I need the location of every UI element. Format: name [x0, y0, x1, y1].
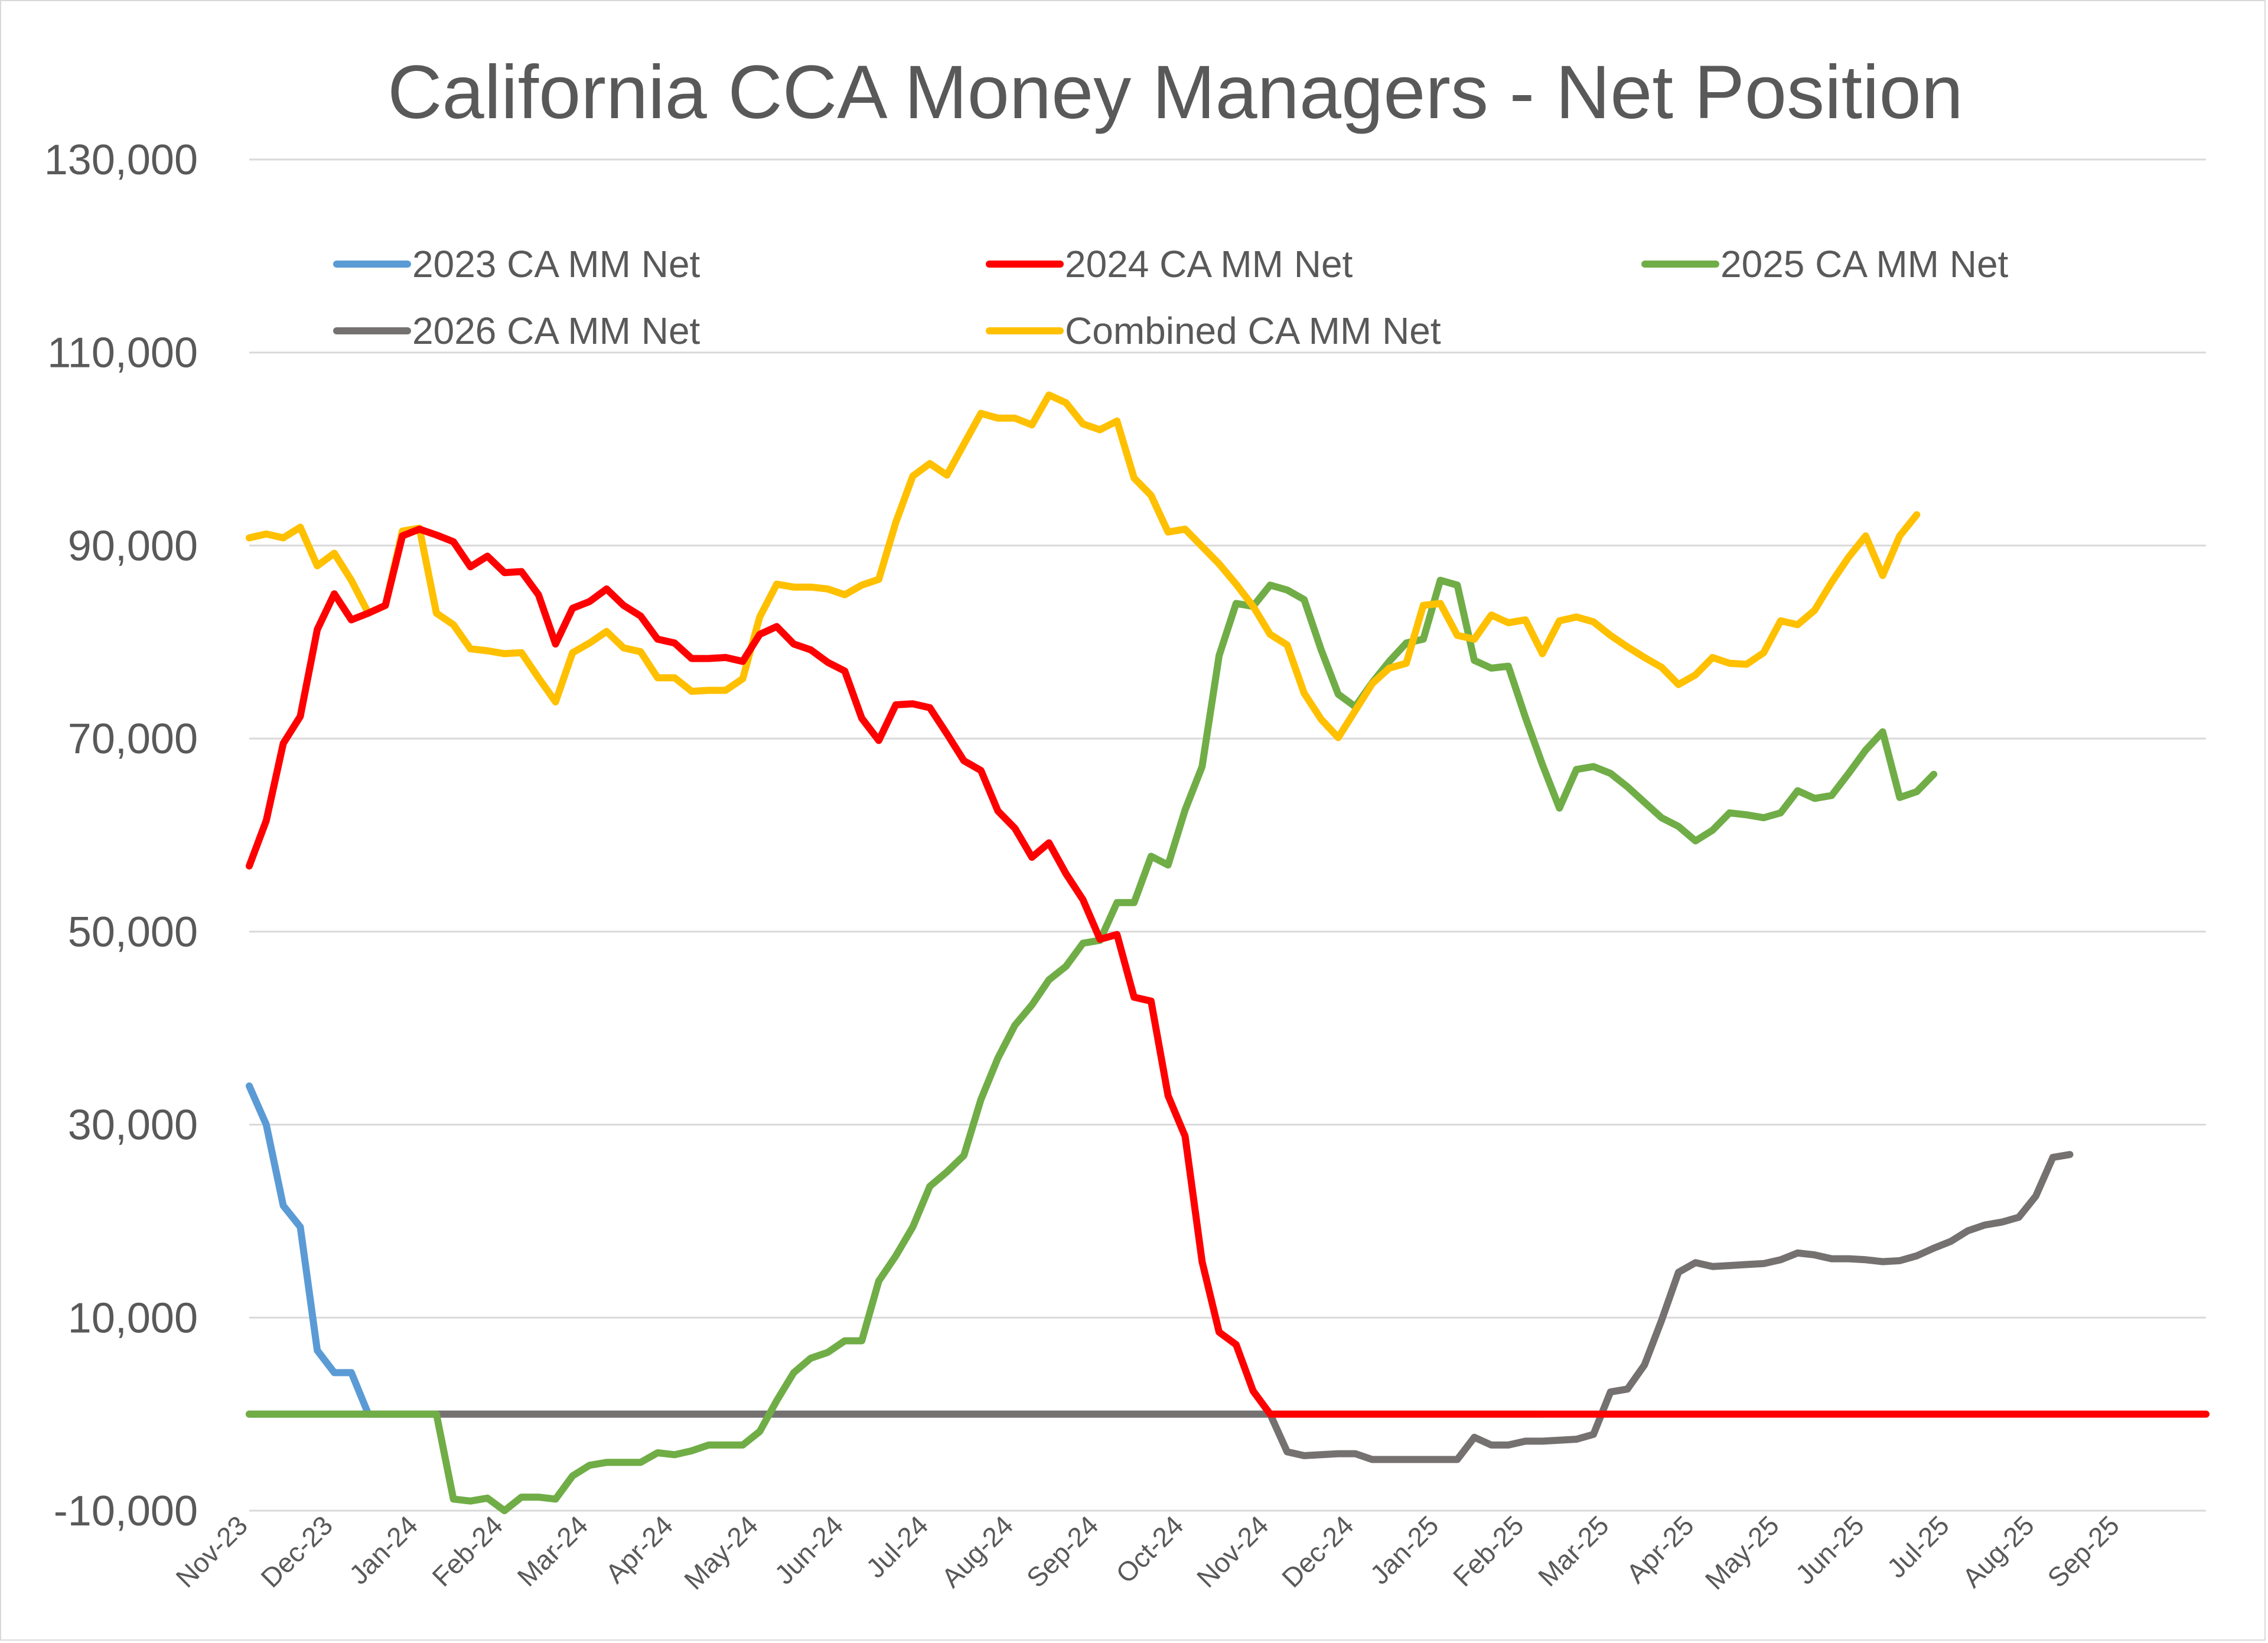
y-tick-label: 110,000	[47, 330, 198, 377]
y-axis-tick-labels: -10,000 10,000 30,000 50,000 70,000 90,000 110…	[44, 136, 198, 1535]
series-line-combined-ca-mm-net	[246, 391, 1921, 741]
x-tick-label: Sep-24	[1021, 1509, 1104, 1593]
y-tick-label: 90,000	[68, 522, 198, 570]
x-tick-label: Dec-24	[1276, 1509, 1360, 1593]
x-tick-label: Mar-25	[1532, 1509, 1615, 1592]
x-tick-label: Jan-24	[343, 1509, 423, 1590]
x-tick-label: Nov-24	[1191, 1509, 1275, 1593]
x-tick-label: Aug-24	[936, 1509, 1019, 1593]
x-tick-label: Feb-24	[426, 1509, 509, 1592]
x-tick-label: Oct-24	[1110, 1509, 1189, 1589]
legend-label: 2026 CA MM Net	[412, 310, 700, 352]
series-line-2024-ca-mm-net	[246, 525, 2210, 1418]
y-tick-label: 30,000	[68, 1102, 198, 1149]
x-tick-label: Apr-24	[599, 1509, 679, 1589]
y-tick-label: 70,000	[68, 715, 198, 763]
legend-label: 2023 CA MM Net	[412, 243, 700, 285]
x-tick-label: Jul-24	[860, 1509, 934, 1583]
legend-label: 2025 CA MM Net	[1720, 243, 2009, 285]
x-tick-label: Aug-25	[1956, 1509, 2040, 1593]
gridlines	[249, 158, 2206, 1512]
x-tick-label: Sep-25	[2041, 1509, 2125, 1593]
series-line-2023-ca-mm-net	[246, 1082, 1546, 1418]
y-tick-label: -10,000	[54, 1488, 198, 1535]
x-tick-label: Jun-24	[768, 1509, 849, 1590]
chart-title: California CCA Money Managers - Net Posi…	[387, 50, 1963, 135]
series-line-2026-ca-mm-net	[246, 1151, 2074, 1463]
x-tick-label: Feb-25	[1447, 1509, 1530, 1592]
series-line-2025-ca-mm-net	[246, 577, 1938, 1514]
series-lines	[246, 391, 2210, 1514]
x-tick-label: May-25	[1699, 1509, 1785, 1595]
y-tick-label: 130,000	[44, 136, 198, 184]
x-tick-label: Jan-25	[1364, 1509, 1444, 1590]
x-tick-label: Mar-24	[511, 1509, 594, 1592]
x-tick-label: May-24	[678, 1509, 764, 1595]
legend: 2023 CA MM Net 2024 CA MM Net 2025 CA MM N…	[333, 243, 2009, 352]
y-tick-label: 10,000	[68, 1294, 198, 1342]
legend-label: Combined CA MM Net	[1065, 310, 1441, 352]
x-tick-label: Jul-25	[1881, 1509, 1955, 1583]
x-tick-label: Dec-23	[255, 1509, 338, 1593]
y-tick-label: 50,000	[68, 909, 198, 956]
x-tick-label: Apr-25	[1620, 1509, 1699, 1589]
x-tick-label: Jun-25	[1790, 1509, 1870, 1590]
x-axis-tick-labels: Nov-23 Dec-23 Jan-24 Feb-24 Mar-24 Apr-24May-…	[170, 1509, 2125, 1595]
legend-label: 2024 CA MM Net	[1065, 243, 1353, 285]
